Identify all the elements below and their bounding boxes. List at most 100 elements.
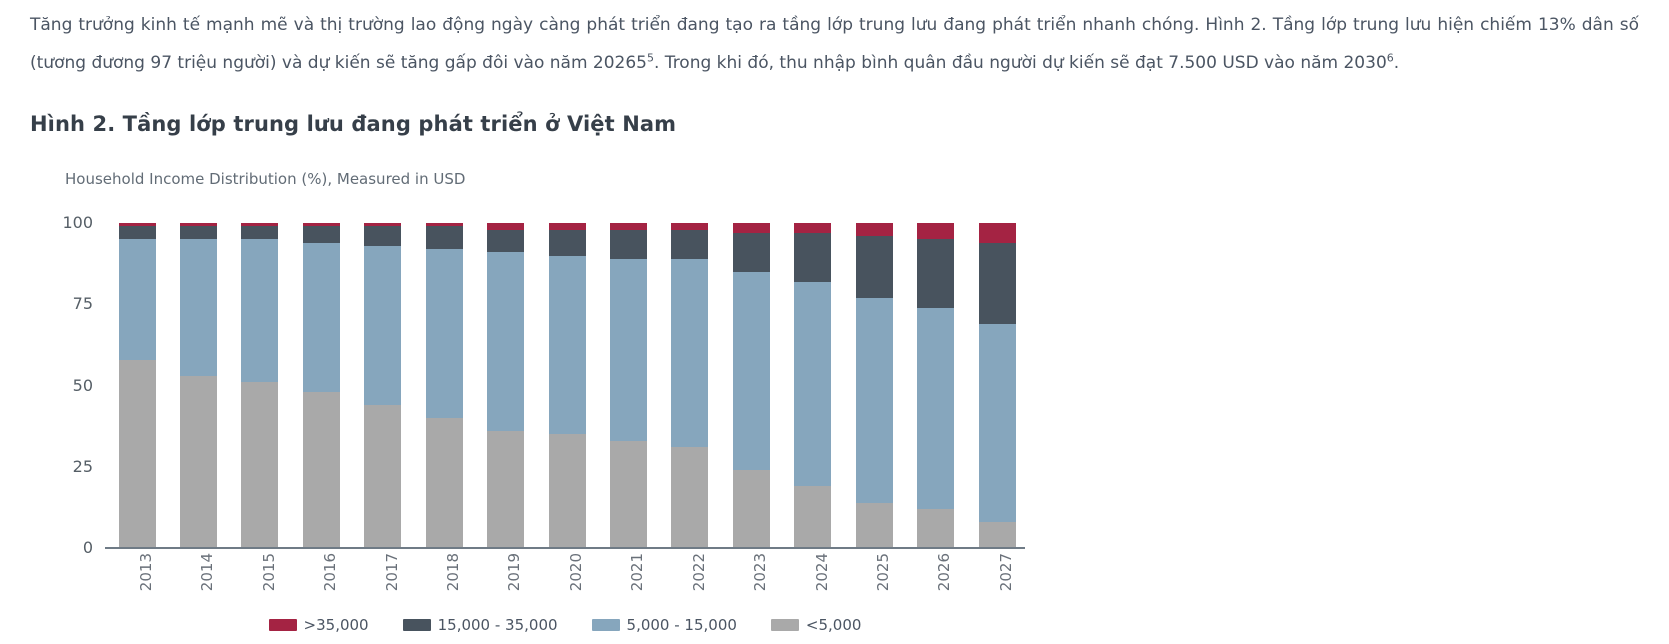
bar-2022 bbox=[671, 223, 709, 548]
intro-text: Tăng trưởng kinh tế mạnh mẽ và thị trườn… bbox=[30, 15, 1639, 73]
bar-segment bbox=[425, 249, 463, 418]
bar-segment bbox=[855, 502, 893, 548]
bar-segment bbox=[302, 223, 340, 227]
x-axis-label: 2014 bbox=[198, 553, 217, 592]
figure-title: Hình 2. Tầng lớp trung lưu đang phát tri… bbox=[30, 112, 677, 136]
bar-segment bbox=[487, 229, 525, 253]
bar-2014 bbox=[179, 223, 217, 548]
x-axis-label: 2022 bbox=[689, 553, 708, 592]
chart-legend: >35,000 15,000 - 35,000 5,000 - 15,000 <5,0… bbox=[105, 616, 1025, 634]
intro-paragraph: Tăng trưởng kinh tế mạnh mẽ và thị trườn… bbox=[30, 6, 1639, 82]
bar-segment bbox=[241, 226, 279, 240]
bar-segment bbox=[794, 281, 832, 487]
bar-segment bbox=[609, 229, 647, 259]
bar-segment bbox=[855, 297, 893, 503]
bar-segment bbox=[241, 223, 279, 227]
x-axis-label: 2015 bbox=[259, 553, 278, 592]
bar-segment bbox=[364, 405, 402, 548]
intro-text: . Trong khi đó, thu nhập bình quân đầu n… bbox=[654, 53, 1387, 73]
bar-segment bbox=[487, 431, 525, 548]
legend-label: >35,000 bbox=[303, 616, 369, 634]
bar-segment bbox=[118, 226, 156, 240]
y-tick-label: 100 bbox=[62, 213, 93, 232]
bar-segment bbox=[917, 307, 955, 509]
bar-2024 bbox=[794, 223, 832, 548]
x-axis-label: 2027 bbox=[997, 553, 1016, 592]
footnote-ref-6: 6 bbox=[1386, 51, 1394, 65]
x-axis-line bbox=[105, 547, 1025, 549]
bar-segment bbox=[241, 239, 279, 383]
bar-segment bbox=[794, 486, 832, 548]
bar-segment bbox=[302, 392, 340, 548]
legend-label: <5,000 bbox=[805, 616, 862, 634]
x-axis-label: 2017 bbox=[382, 553, 401, 592]
legend-item-5-000: <5,000 bbox=[770, 616, 862, 634]
bar-2013 bbox=[118, 223, 156, 548]
bar-segment bbox=[425, 418, 463, 548]
bar-segment bbox=[917, 239, 955, 308]
x-axis-label: 2019 bbox=[505, 553, 524, 592]
legend-swatch bbox=[402, 619, 431, 631]
intro-text: . bbox=[1393, 53, 1400, 73]
bar-segment bbox=[671, 223, 709, 230]
bar-segment bbox=[671, 447, 709, 548]
bar-segment bbox=[609, 258, 647, 441]
legend-label: 5,000 - 15,000 bbox=[626, 616, 737, 634]
bar-2019 bbox=[487, 223, 525, 548]
legend-swatch bbox=[268, 619, 297, 631]
bar-segment bbox=[978, 242, 1016, 324]
bar-2023 bbox=[732, 223, 770, 548]
legend-item-35-000: >35,000 bbox=[268, 616, 369, 634]
bar-segment bbox=[917, 223, 955, 240]
bar-segment bbox=[855, 223, 893, 236]
bar-segment bbox=[118, 223, 156, 227]
bar-segment bbox=[671, 258, 709, 448]
legend-swatch bbox=[591, 619, 620, 631]
bar-segment bbox=[487, 223, 525, 230]
bar-2026 bbox=[917, 223, 955, 548]
bar-2017 bbox=[364, 223, 402, 548]
footnote-ref-5: 5 bbox=[647, 51, 654, 65]
bar-segment bbox=[671, 229, 709, 259]
bar-segment bbox=[548, 223, 586, 230]
bar-segment bbox=[732, 223, 770, 233]
x-axis-label: 2026 bbox=[935, 553, 954, 592]
bar-segment bbox=[548, 255, 586, 435]
x-axis-label: 2016 bbox=[321, 553, 340, 592]
y-tick-label: 75 bbox=[72, 294, 93, 314]
bar-segment bbox=[118, 359, 156, 548]
bar-segment bbox=[732, 271, 770, 470]
bar-segment bbox=[179, 226, 217, 240]
bar-segment bbox=[364, 223, 402, 227]
bar-2018 bbox=[425, 223, 463, 548]
x-axis-label: 2021 bbox=[628, 553, 647, 592]
bar-segment bbox=[732, 232, 770, 272]
legend-item-5-000-15-000: 5,000 - 15,000 bbox=[591, 616, 737, 634]
x-axis-label: 2013 bbox=[137, 553, 155, 592]
chart-subtitle: Household Income Distribution (%), Measu… bbox=[65, 170, 466, 188]
bar-segment bbox=[302, 242, 340, 392]
bar-segment bbox=[425, 223, 463, 227]
x-axis-label: 2023 bbox=[751, 553, 770, 592]
bar-segment bbox=[118, 239, 156, 360]
bar-segment bbox=[917, 509, 955, 548]
bar-segment bbox=[978, 323, 1016, 522]
legend-swatch bbox=[770, 619, 799, 631]
bar-segment bbox=[609, 440, 647, 548]
x-axis-label: 2024 bbox=[812, 553, 831, 592]
y-tick-label: 0 bbox=[82, 538, 93, 557]
bar-2020 bbox=[548, 223, 586, 548]
bar-segment bbox=[609, 223, 647, 230]
bar-2015 bbox=[241, 223, 279, 548]
bar-segment bbox=[364, 226, 402, 246]
legend-item-15-000-35-000: 15,000 - 35,000 bbox=[402, 616, 558, 634]
bar-segment bbox=[179, 239, 217, 376]
bar-segment bbox=[548, 434, 586, 548]
bar-segment bbox=[732, 470, 770, 548]
bar-segment bbox=[302, 226, 340, 243]
bar-segment bbox=[179, 223, 217, 227]
bar-segment bbox=[241, 382, 279, 548]
bar-segment bbox=[425, 226, 463, 249]
